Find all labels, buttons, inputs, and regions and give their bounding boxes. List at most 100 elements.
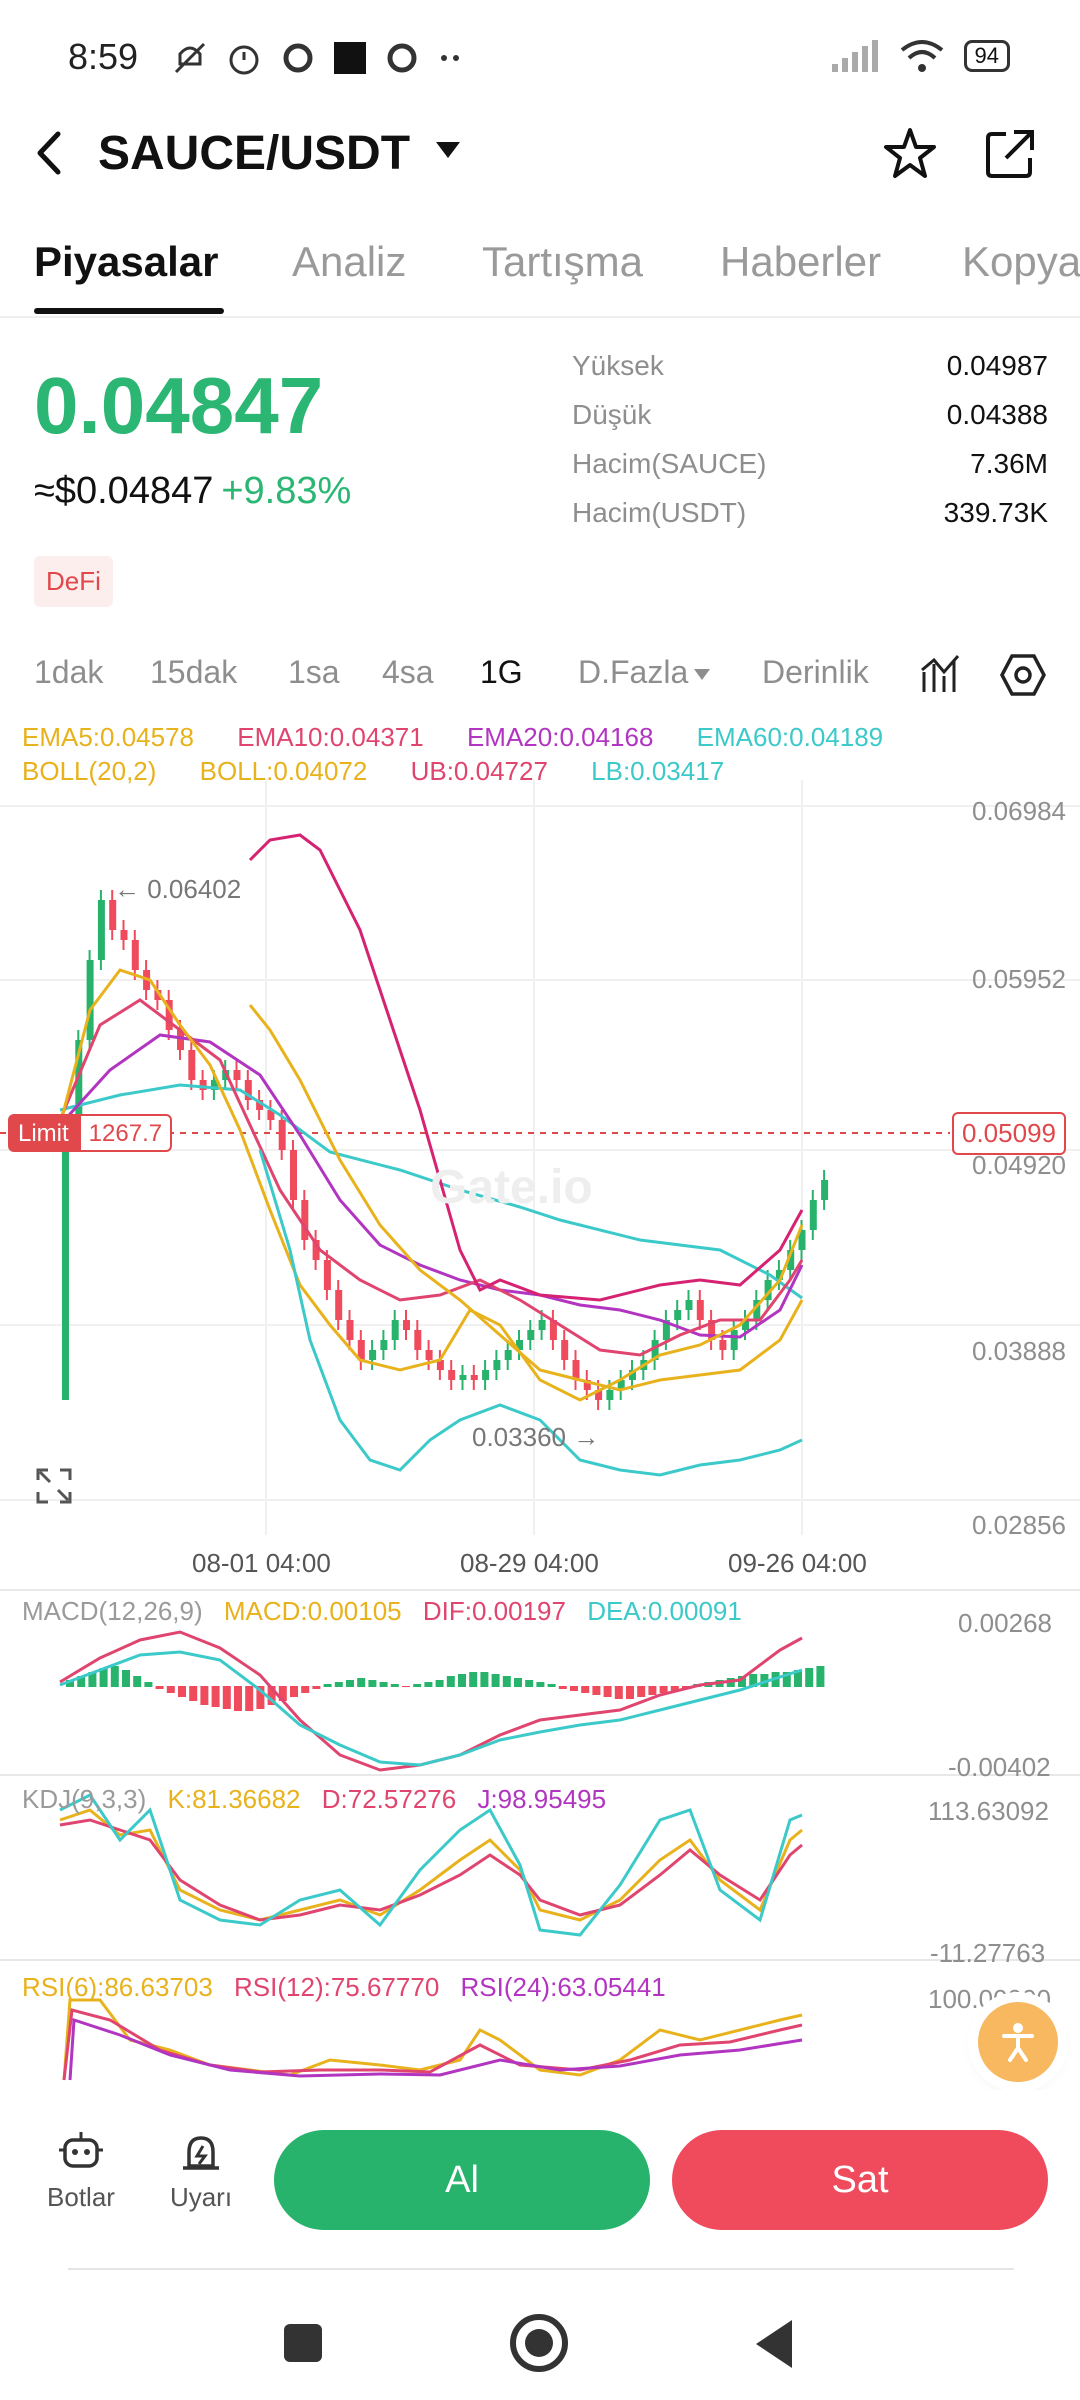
macd-bar bbox=[435, 1680, 444, 1687]
kdj-k-line bbox=[59, 1808, 803, 1922]
limit-order-marker[interactable]: Limit 1267.7 bbox=[8, 1114, 173, 1152]
pair-dropdown-icon[interactable] bbox=[436, 142, 460, 158]
candle-body bbox=[403, 1320, 410, 1330]
tab-copy[interactable]: Kopya bbox=[962, 238, 1080, 285]
pair-title[interactable]: SAUCE/USDT bbox=[98, 127, 411, 180]
tab-discussion[interactable]: Tartışma bbox=[482, 238, 644, 285]
tab-news[interactable]: Haberler bbox=[720, 238, 882, 285]
macd-bar bbox=[110, 1666, 119, 1687]
sell-button[interactable]: Sat bbox=[672, 2130, 1048, 2230]
macd-bar bbox=[525, 1680, 534, 1687]
candle-body bbox=[595, 1390, 603, 1400]
square-app-icon bbox=[334, 42, 366, 74]
kdj-title: KDJ(9,3,3) bbox=[22, 1784, 147, 1814]
macd-bar bbox=[446, 1676, 455, 1687]
macd-bar bbox=[536, 1682, 545, 1687]
accessibility-fab[interactable] bbox=[978, 2002, 1058, 2082]
candle-body bbox=[708, 1320, 716, 1340]
macd-bar bbox=[323, 1684, 332, 1687]
interval-1d[interactable]: 1G bbox=[480, 654, 523, 690]
ema10-line bbox=[58, 998, 804, 1357]
favorite-star-icon[interactable] bbox=[880, 124, 940, 184]
macd-bar bbox=[458, 1674, 466, 1687]
ema-legend: EMA5:0.04578 EMA10:0.04371 EMA20:0.04168… bbox=[22, 722, 919, 753]
stat-value: 0.04987 bbox=[946, 350, 1048, 381]
macd-value: MACD:0.00105 bbox=[223, 1596, 402, 1626]
interval-4h[interactable]: 4sa bbox=[382, 654, 434, 690]
macd-bar bbox=[245, 1686, 254, 1711]
macd-bar bbox=[379, 1682, 388, 1687]
macd-bar bbox=[77, 1676, 86, 1687]
macd-dif: DIF:0.00197 bbox=[422, 1596, 566, 1626]
ema5-value: EMA5:0.04578 bbox=[22, 722, 195, 752]
candle-body bbox=[188, 1050, 196, 1080]
signal-icon bbox=[831, 40, 878, 72]
candle-body bbox=[685, 1300, 693, 1310]
mute-icon bbox=[174, 42, 206, 74]
macd-bar bbox=[491, 1674, 500, 1687]
boll-params: BOLL(20,2) bbox=[22, 756, 157, 786]
boll-ub-line bbox=[248, 833, 804, 1302]
interval-1h[interactable]: 1sa bbox=[288, 654, 340, 690]
bots-button[interactable]: Botlar bbox=[36, 2130, 126, 2213]
rsi24-line bbox=[68, 2017, 803, 2081]
candle-body bbox=[75, 1040, 83, 1125]
app-header: SAUCE/USDT bbox=[0, 110, 1080, 200]
alert-button[interactable]: Uyarı bbox=[156, 2130, 246, 2213]
stat-label: Düşük bbox=[572, 399, 652, 430]
share-icon[interactable] bbox=[980, 124, 1040, 184]
macd-axis-bottom: -0.00402 bbox=[948, 1752, 1051, 1782]
accessibility-icon bbox=[1002, 2023, 1034, 2062]
price-axis-label: 0.03888 bbox=[972, 1336, 1066, 1366]
stat-label: Hacim(USDT) bbox=[572, 497, 747, 528]
tab-analysis[interactable]: Analiz bbox=[292, 238, 407, 285]
candle-body bbox=[391, 1320, 399, 1340]
fullscreen-icon[interactable] bbox=[34, 1466, 74, 1506]
macd-bar bbox=[648, 1686, 657, 1695]
candle-body bbox=[787, 1250, 795, 1270]
indicator-chart-icon[interactable] bbox=[918, 652, 962, 696]
boll-mid-value: BOLL:0.04072 bbox=[199, 756, 368, 786]
interval-more[interactable]: D.Fazla bbox=[578, 654, 711, 691]
kdj-j-line bbox=[59, 1793, 803, 1937]
category-tag[interactable]: DeFi bbox=[34, 556, 113, 607]
candle-body bbox=[798, 1230, 806, 1250]
time-axis-label: 08-01 04:00 bbox=[192, 1548, 331, 1578]
price-change: +9.83% bbox=[221, 470, 352, 512]
candle-body bbox=[323, 1260, 331, 1290]
macd-bar bbox=[390, 1684, 399, 1687]
interval-1m[interactable]: 1dak bbox=[34, 654, 104, 690]
candle-body bbox=[256, 1100, 264, 1110]
settings-hexagon-icon[interactable] bbox=[1000, 652, 1046, 698]
rsi6-line bbox=[62, 1998, 803, 2081]
candle-body bbox=[561, 1340, 569, 1360]
candle-body bbox=[662, 1320, 670, 1340]
macd-bar bbox=[256, 1686, 265, 1709]
macd-bar bbox=[480, 1672, 489, 1687]
candle-body bbox=[742, 1320, 749, 1330]
recents-nav-icon[interactable] bbox=[284, 2324, 322, 2362]
macd-histogram bbox=[66, 1666, 825, 1711]
alert-label: Uyarı bbox=[169, 2182, 233, 2212]
interval-15m[interactable]: 15dak bbox=[150, 654, 238, 690]
buy-button[interactable]: Al bbox=[274, 2130, 650, 2230]
candle-body bbox=[775, 1270, 783, 1280]
home-nav-icon[interactable] bbox=[510, 2314, 568, 2372]
candle-body bbox=[617, 1380, 625, 1390]
macd-bar bbox=[592, 1686, 601, 1695]
macd-bar bbox=[670, 1686, 679, 1691]
back-nav-icon[interactable] bbox=[756, 2320, 792, 2368]
stat-value: 7.36M bbox=[970, 448, 1048, 479]
macd-bar bbox=[738, 1676, 746, 1687]
alarm-bell-icon bbox=[183, 2136, 219, 2170]
candle-body bbox=[346, 1320, 354, 1340]
macd-bar bbox=[570, 1686, 578, 1691]
tab-markets[interactable]: Piyasalar bbox=[34, 238, 219, 285]
candle-body bbox=[199, 1080, 207, 1090]
candle-body bbox=[583, 1380, 591, 1390]
boll-ub-value: UB:0.04727 bbox=[410, 756, 548, 786]
back-arrow-icon[interactable] bbox=[30, 128, 70, 178]
depth-tab[interactable]: Derinlik bbox=[762, 654, 869, 690]
sync-icon-2 bbox=[387, 43, 417, 73]
candle-body bbox=[267, 1110, 275, 1120]
